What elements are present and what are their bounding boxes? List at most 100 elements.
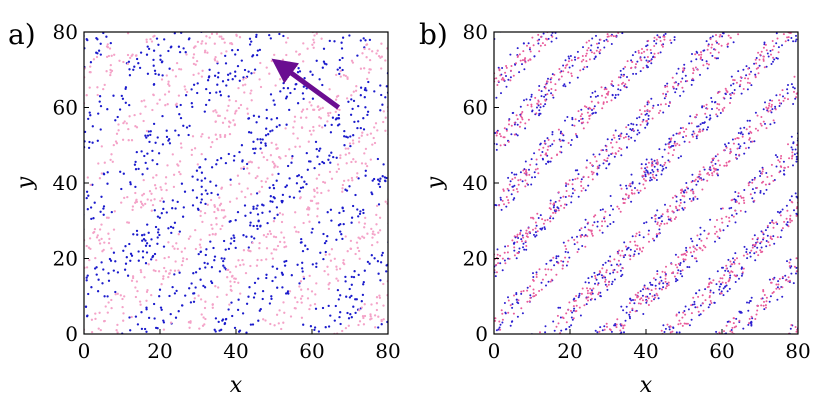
data-point	[299, 186, 303, 190]
data-point	[272, 162, 276, 165]
data-point	[379, 84, 382, 87]
data-point	[645, 64, 648, 67]
data-point	[637, 51, 640, 54]
data-point	[747, 67, 750, 70]
data-point	[273, 217, 276, 220]
data-point	[193, 297, 196, 300]
data-point	[525, 248, 528, 251]
data-point	[585, 60, 588, 63]
data-point	[109, 63, 112, 67]
data-point	[125, 122, 128, 125]
data-point	[258, 190, 261, 193]
data-point	[81, 209, 83, 211]
data-point	[364, 174, 367, 177]
data-point	[622, 198, 625, 201]
data-point	[656, 170, 659, 173]
data-point	[544, 99, 547, 102]
data-point	[740, 267, 743, 270]
data-point	[85, 266, 89, 269]
data-point	[757, 51, 760, 54]
data-point	[221, 80, 225, 83]
data-point	[242, 263, 245, 266]
data-point	[201, 220, 204, 224]
data-point	[194, 45, 197, 48]
data-point	[349, 113, 353, 116]
data-point	[588, 39, 591, 42]
data-point	[533, 171, 536, 174]
data-point	[227, 268, 230, 272]
data-point	[729, 265, 732, 268]
data-point	[253, 151, 256, 155]
data-point	[296, 137, 299, 140]
data-point	[374, 326, 377, 329]
data-point	[733, 89, 736, 91]
data-point	[685, 322, 688, 325]
data-point	[560, 75, 563, 78]
data-point	[587, 299, 589, 302]
data-point	[656, 34, 659, 37]
series-1-points	[81, 32, 388, 334]
data-point	[199, 246, 202, 249]
data-point	[672, 271, 675, 274]
data-point	[716, 107, 718, 110]
data-point	[146, 223, 149, 226]
data-point	[227, 104, 230, 108]
data-point	[759, 249, 762, 252]
data-point	[610, 34, 613, 37]
y-tick-label: 20	[463, 247, 488, 271]
data-point	[288, 108, 291, 112]
data-point	[348, 287, 351, 291]
data-point	[538, 148, 541, 151]
data-point	[220, 186, 224, 189]
data-point	[375, 296, 379, 299]
data-point	[508, 123, 510, 126]
data-point	[643, 286, 646, 288]
data-point	[150, 192, 153, 195]
data-point	[145, 299, 148, 302]
data-point	[573, 56, 576, 59]
data-point	[625, 245, 627, 248]
data-point	[231, 274, 234, 278]
data-point	[719, 277, 722, 280]
data-point	[532, 228, 534, 231]
data-point	[327, 304, 330, 308]
data-point	[177, 45, 181, 48]
data-point	[664, 271, 666, 274]
data-point	[268, 336, 270, 338]
data-point	[363, 222, 367, 225]
data-point	[610, 99, 613, 102]
data-point	[379, 177, 382, 180]
data-point	[334, 98, 338, 101]
data-point	[242, 28, 244, 30]
data-point	[681, 269, 684, 272]
data-point	[596, 173, 599, 176]
data-point	[537, 172, 540, 175]
data-point	[139, 268, 142, 272]
data-point	[197, 294, 200, 297]
data-point	[800, 93, 802, 95]
data-point	[327, 158, 330, 161]
data-point	[593, 221, 596, 224]
data-point	[640, 59, 643, 62]
data-point	[192, 73, 195, 77]
data-point	[614, 94, 617, 96]
data-point	[368, 58, 372, 62]
data-point	[335, 156, 338, 159]
data-point	[689, 246, 691, 249]
data-point	[788, 157, 791, 160]
data-point	[680, 191, 683, 194]
data-point	[179, 116, 183, 120]
data-point	[490, 84, 492, 86]
data-point	[242, 234, 245, 237]
data-point	[348, 296, 352, 299]
data-point	[616, 271, 619, 274]
data-point	[336, 335, 338, 337]
data-point	[284, 245, 288, 248]
data-point	[103, 161, 106, 164]
data-point	[316, 105, 319, 109]
data-point	[232, 234, 235, 237]
data-point	[271, 129, 274, 132]
data-point	[88, 258, 91, 262]
data-point	[94, 312, 97, 315]
data-point	[330, 248, 334, 251]
